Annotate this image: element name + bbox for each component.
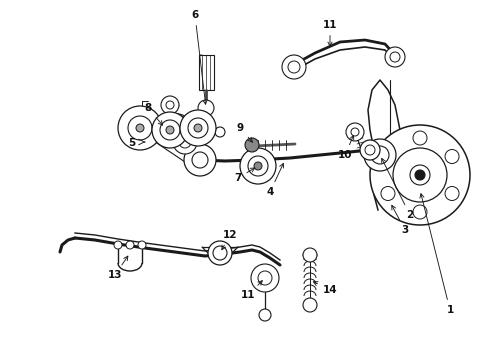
Circle shape <box>188 118 208 138</box>
Circle shape <box>114 241 122 249</box>
Circle shape <box>152 112 188 148</box>
Circle shape <box>248 156 268 176</box>
Circle shape <box>385 47 405 67</box>
Text: 10: 10 <box>338 135 354 160</box>
Text: 7: 7 <box>234 168 255 183</box>
Circle shape <box>208 241 232 265</box>
Text: 1: 1 <box>420 194 454 315</box>
Circle shape <box>370 125 470 225</box>
Text: 14: 14 <box>314 282 337 295</box>
Circle shape <box>161 96 179 114</box>
Circle shape <box>136 124 144 132</box>
Circle shape <box>410 165 430 185</box>
Circle shape <box>213 246 227 260</box>
Circle shape <box>393 148 447 202</box>
Text: 11: 11 <box>241 281 262 300</box>
Circle shape <box>254 162 262 170</box>
Circle shape <box>198 100 214 116</box>
Circle shape <box>413 205 427 219</box>
Circle shape <box>245 138 259 152</box>
Circle shape <box>381 186 395 201</box>
Circle shape <box>173 120 183 130</box>
Circle shape <box>303 248 317 262</box>
Bar <box>199 55 214 90</box>
Circle shape <box>251 264 279 292</box>
Circle shape <box>173 130 197 154</box>
Circle shape <box>126 241 134 249</box>
Circle shape <box>215 127 225 137</box>
Circle shape <box>118 106 162 150</box>
Circle shape <box>192 152 208 168</box>
Circle shape <box>364 139 396 171</box>
Circle shape <box>258 271 272 285</box>
Text: 9: 9 <box>237 123 252 142</box>
Circle shape <box>259 309 271 321</box>
Circle shape <box>445 149 459 163</box>
Circle shape <box>160 120 180 140</box>
Text: 11: 11 <box>323 20 337 46</box>
Circle shape <box>365 145 375 155</box>
Text: 8: 8 <box>145 103 163 125</box>
Circle shape <box>240 148 276 184</box>
Circle shape <box>167 114 189 136</box>
Circle shape <box>445 186 459 201</box>
Text: 4: 4 <box>266 163 284 197</box>
Circle shape <box>371 146 389 164</box>
Circle shape <box>282 55 306 79</box>
Circle shape <box>166 101 174 109</box>
Circle shape <box>138 241 146 249</box>
Circle shape <box>128 116 152 140</box>
Circle shape <box>360 140 380 160</box>
Circle shape <box>381 149 395 163</box>
Circle shape <box>415 170 425 180</box>
Circle shape <box>184 144 216 176</box>
Circle shape <box>346 123 364 141</box>
Circle shape <box>166 126 174 134</box>
Circle shape <box>180 110 216 146</box>
Circle shape <box>303 298 317 312</box>
Circle shape <box>413 131 427 145</box>
Circle shape <box>390 52 400 62</box>
Circle shape <box>288 61 300 73</box>
Text: 6: 6 <box>192 10 207 104</box>
Circle shape <box>179 136 191 148</box>
Text: 12: 12 <box>222 230 237 250</box>
Text: 3: 3 <box>392 205 409 235</box>
Text: 2: 2 <box>382 158 414 220</box>
Text: 13: 13 <box>108 256 128 280</box>
Text: 5: 5 <box>128 138 136 148</box>
Circle shape <box>194 124 202 132</box>
Circle shape <box>351 128 359 136</box>
